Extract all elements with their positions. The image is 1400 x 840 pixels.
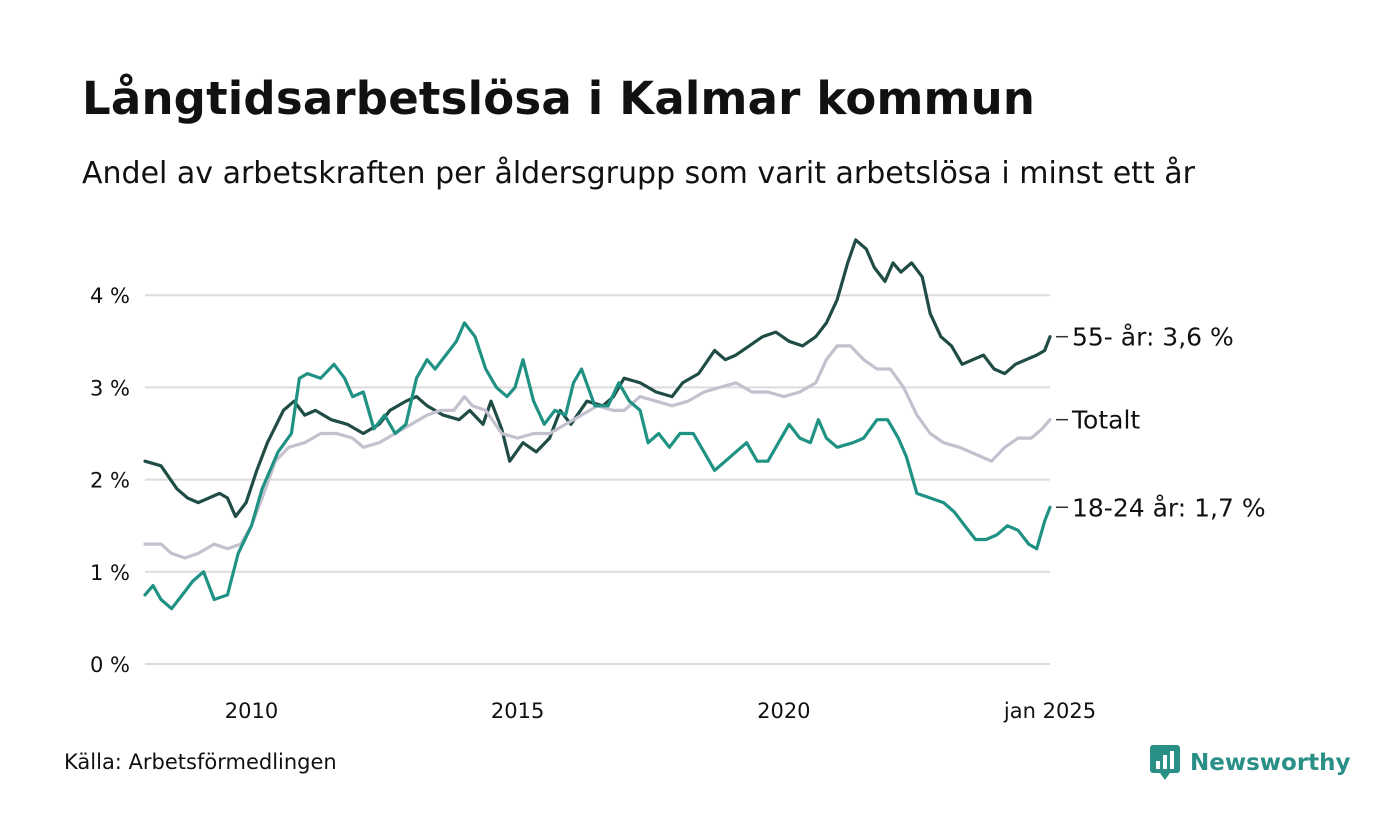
chart-subtitle: Andel av arbetskraften per åldersgrupp s…: [82, 156, 1195, 191]
y-tick-label: 3 %: [90, 376, 130, 400]
source-note: Källa: Arbetsförmedlingen: [64, 750, 337, 774]
y-tick-label: 2 %: [90, 469, 130, 493]
series-end-labels: 55- år: 3,6 % Totalt 18-24 år: 1,7 %: [1056, 323, 1266, 522]
series-line: [143, 321, 1052, 611]
series-end-label: 18-24 år: 1,7 %: [1072, 493, 1266, 522]
y-tick-label: 1 %: [90, 561, 130, 585]
brand-name: Newsworthy: [1190, 750, 1351, 776]
series-end-label: Totalt: [1071, 406, 1140, 435]
series-lines: [143, 238, 1052, 611]
line-chart: 0 % 1 % 2 % 3 % 4 % 2010 2015 2020 jan 2025 55-…: [90, 238, 1266, 723]
x-tick-label: 2010: [225, 699, 278, 723]
y-axis-tick-labels: 0 % 1 % 2 % 3 % 4 %: [90, 284, 130, 677]
x-tick-label: jan 2025: [1003, 699, 1096, 723]
series-line: [143, 344, 1052, 560]
newsworthy-bar-chart-icon: [1150, 745, 1180, 780]
chart-title: Långtidsarbetslösa i Kalmar kommun: [82, 72, 1036, 125]
series-line: [143, 238, 1052, 519]
newsworthy-logo: Newsworthy: [1150, 745, 1351, 781]
grid-lines: [145, 294, 1050, 665]
x-axis-tick-labels: 2010 2015 2020 jan 2025: [225, 699, 1096, 723]
x-tick-label: 2015: [491, 699, 544, 723]
series-end-label: 55- år: 3,6 %: [1072, 323, 1234, 352]
x-tick-label: 2020: [757, 699, 810, 723]
y-tick-label: 0 %: [90, 653, 130, 677]
y-tick-label: 4 %: [90, 284, 130, 308]
